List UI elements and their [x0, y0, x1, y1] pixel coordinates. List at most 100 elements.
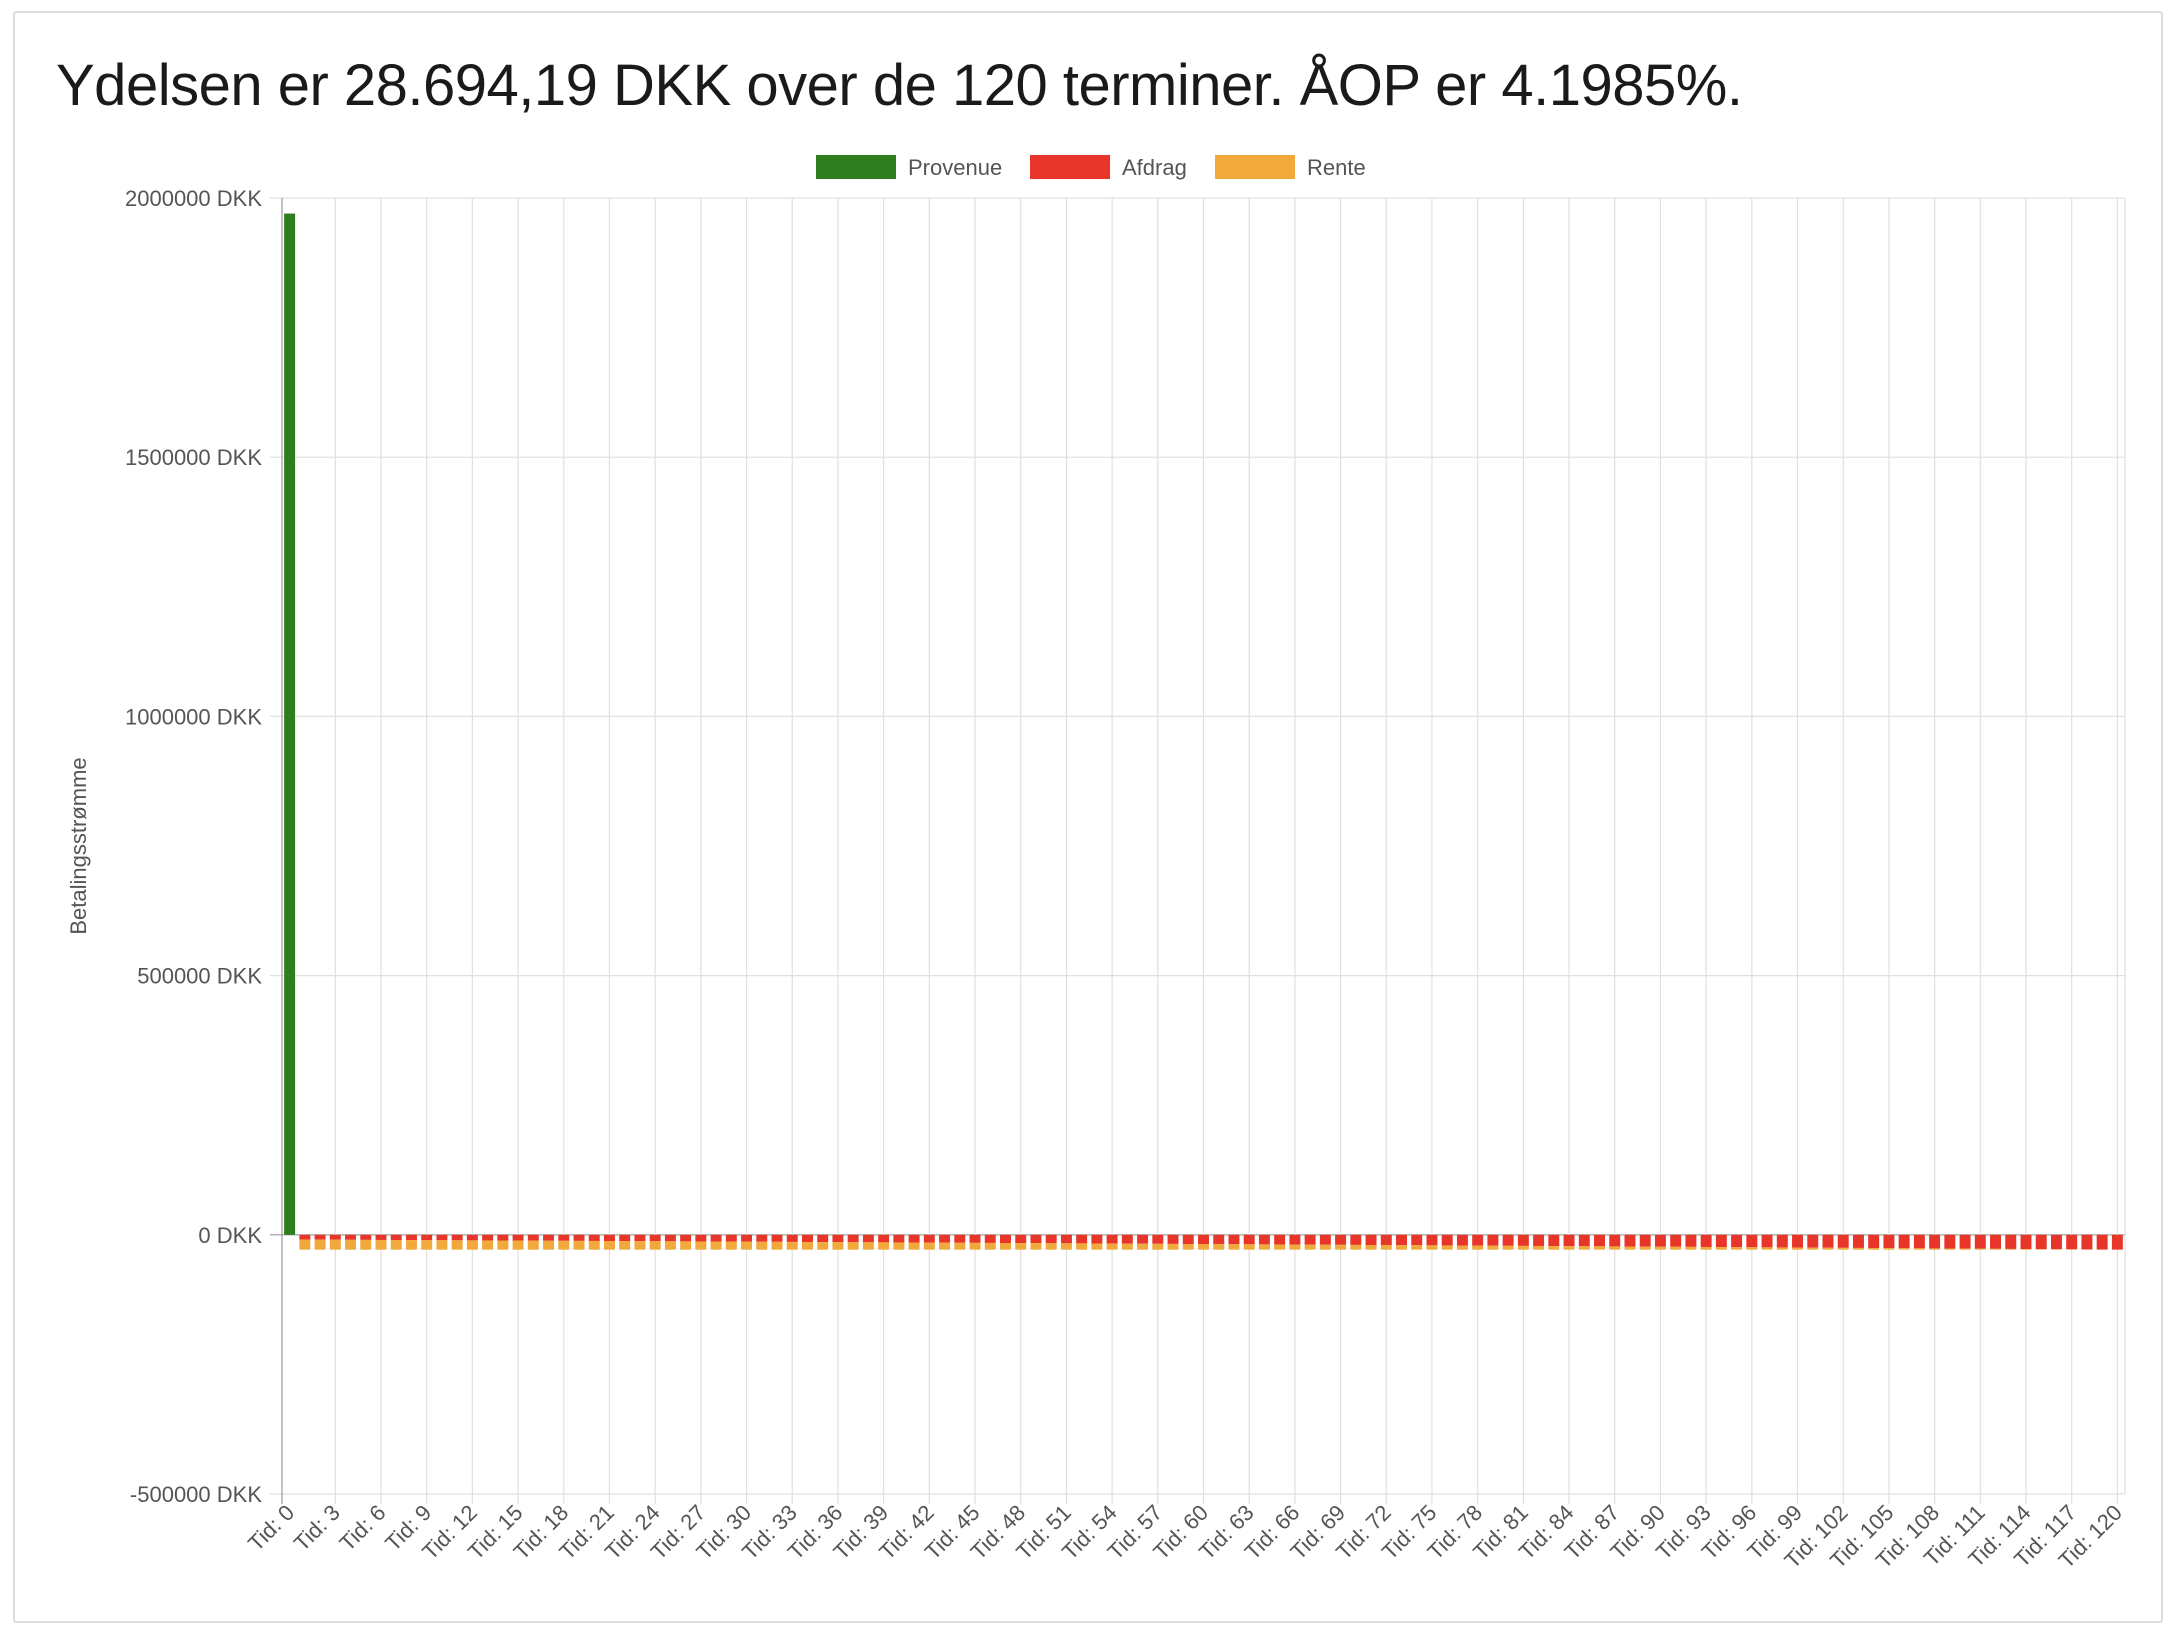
- bar-afdrag: [725, 1234, 737, 1242]
- bar-afdrag: [1243, 1234, 1255, 1245]
- bar-afdrag: [984, 1234, 996, 1243]
- bar-rente: [1380, 1245, 1392, 1250]
- bar-rente: [1746, 1247, 1758, 1250]
- bar-afdrag: [1974, 1234, 1986, 1249]
- bar-afdrag: [1015, 1234, 1027, 1244]
- bar-rente: [1913, 1248, 1925, 1250]
- bar-rente: [725, 1241, 737, 1250]
- bar-rente: [588, 1240, 600, 1250]
- bar-afdrag: [969, 1234, 981, 1243]
- bar-afdrag: [375, 1234, 387, 1240]
- bar-rente: [1274, 1244, 1286, 1250]
- bar-rente: [1731, 1247, 1743, 1250]
- bar-rente: [923, 1242, 935, 1250]
- legend-swatch-afdrag: [1030, 155, 1110, 179]
- legend-label-afdrag: Afdrag: [1122, 155, 1187, 180]
- bar-rente: [527, 1240, 539, 1250]
- bar-afdrag: [832, 1234, 844, 1243]
- bar-rente: [771, 1241, 783, 1250]
- bar-afdrag: [1060, 1234, 1072, 1244]
- bar-afdrag: [1990, 1234, 2002, 1249]
- bar-rente: [786, 1241, 798, 1250]
- bar-rente: [832, 1242, 844, 1250]
- bar-afdrag: [1198, 1234, 1209, 1245]
- x-tick-label: Tid: 0: [243, 1500, 299, 1556]
- bar-afdrag: [1822, 1234, 1834, 1248]
- bar-afdrag: [527, 1234, 539, 1241]
- bar-rente: [1700, 1246, 1712, 1250]
- bar-afdrag: [1167, 1234, 1179, 1244]
- bar-afdrag: [771, 1234, 783, 1242]
- bar-afdrag: [847, 1234, 859, 1243]
- bar-afdrag: [1274, 1234, 1286, 1245]
- bar-afdrag: [1578, 1234, 1590, 1247]
- bar-rente: [2020, 1249, 2032, 1250]
- bar-rente: [2005, 1248, 2017, 1250]
- bar-rente: [512, 1240, 524, 1250]
- bar-rente: [390, 1240, 402, 1250]
- bar-afdrag: [695, 1234, 707, 1242]
- bar-afdrag: [1639, 1234, 1651, 1247]
- bar-afdrag: [1913, 1234, 1925, 1249]
- bar-rente: [1396, 1245, 1407, 1250]
- bar-afdrag: [1548, 1234, 1560, 1247]
- bar-rente: [1243, 1244, 1255, 1250]
- bar-afdrag: [588, 1234, 600, 1241]
- bar-rente: [680, 1241, 692, 1250]
- bar-afdrag: [1563, 1234, 1575, 1247]
- bar-afdrag: [1076, 1234, 1088, 1244]
- bar-afdrag: [390, 1234, 402, 1241]
- bar-afdrag: [2035, 1234, 2047, 1250]
- bar-afdrag: [360, 1234, 372, 1240]
- bar-rente: [1609, 1246, 1621, 1250]
- bar-rente: [1426, 1245, 1438, 1250]
- bar-rente: [1837, 1247, 1849, 1250]
- bar-afdrag: [1852, 1234, 1864, 1248]
- bar-rente: [1076, 1243, 1088, 1250]
- bar-rente: [1594, 1246, 1605, 1250]
- bar-rente: [741, 1241, 753, 1250]
- bar-rente: [1365, 1244, 1377, 1250]
- bar-rente: [1487, 1245, 1499, 1250]
- bar-rente: [695, 1241, 707, 1250]
- bar-rente: [649, 1241, 661, 1250]
- bar-afdrag: [2111, 1234, 2123, 1250]
- bar-afdrag: [2066, 1234, 2078, 1250]
- bar-afdrag: [664, 1234, 676, 1242]
- bar-rente: [360, 1239, 372, 1250]
- bar-rente: [1030, 1243, 1042, 1250]
- bar-rente: [573, 1240, 585, 1250]
- bar-rente: [1000, 1243, 1011, 1250]
- bar-afdrag: [2020, 1234, 2032, 1250]
- bar-rente: [345, 1239, 357, 1250]
- bar-afdrag: [923, 1234, 935, 1243]
- bar-afdrag: [954, 1234, 966, 1243]
- bar-afdrag: [649, 1234, 661, 1242]
- bar-afdrag: [1380, 1234, 1392, 1246]
- bar-afdrag: [1929, 1234, 1941, 1249]
- bar-rente: [1289, 1244, 1301, 1250]
- bar-afdrag: [1228, 1234, 1240, 1245]
- y-tick-label: 1500000 DKK: [125, 445, 262, 470]
- bar-afdrag: [1654, 1234, 1666, 1247]
- bar-rente: [2035, 1249, 2047, 1250]
- bar-afdrag: [1319, 1234, 1331, 1245]
- bar-rente: [1258, 1244, 1270, 1250]
- bar-rente: [878, 1242, 890, 1250]
- bar-afdrag: [1441, 1234, 1453, 1246]
- bar-afdrag: [329, 1234, 341, 1240]
- bar-afdrag: [878, 1234, 890, 1243]
- bar-rente: [558, 1240, 570, 1250]
- bar-afdrag: [862, 1234, 874, 1243]
- bar-rente: [1990, 1248, 2002, 1250]
- bar-rente: [299, 1239, 311, 1250]
- bar-afdrag: [1761, 1234, 1773, 1248]
- bar-afdrag: [1700, 1234, 1712, 1247]
- bar-afdrag: [543, 1234, 555, 1241]
- bar-afdrag: [1030, 1234, 1042, 1244]
- bar-rente: [1213, 1244, 1225, 1250]
- bar-afdrag: [2005, 1234, 2017, 1249]
